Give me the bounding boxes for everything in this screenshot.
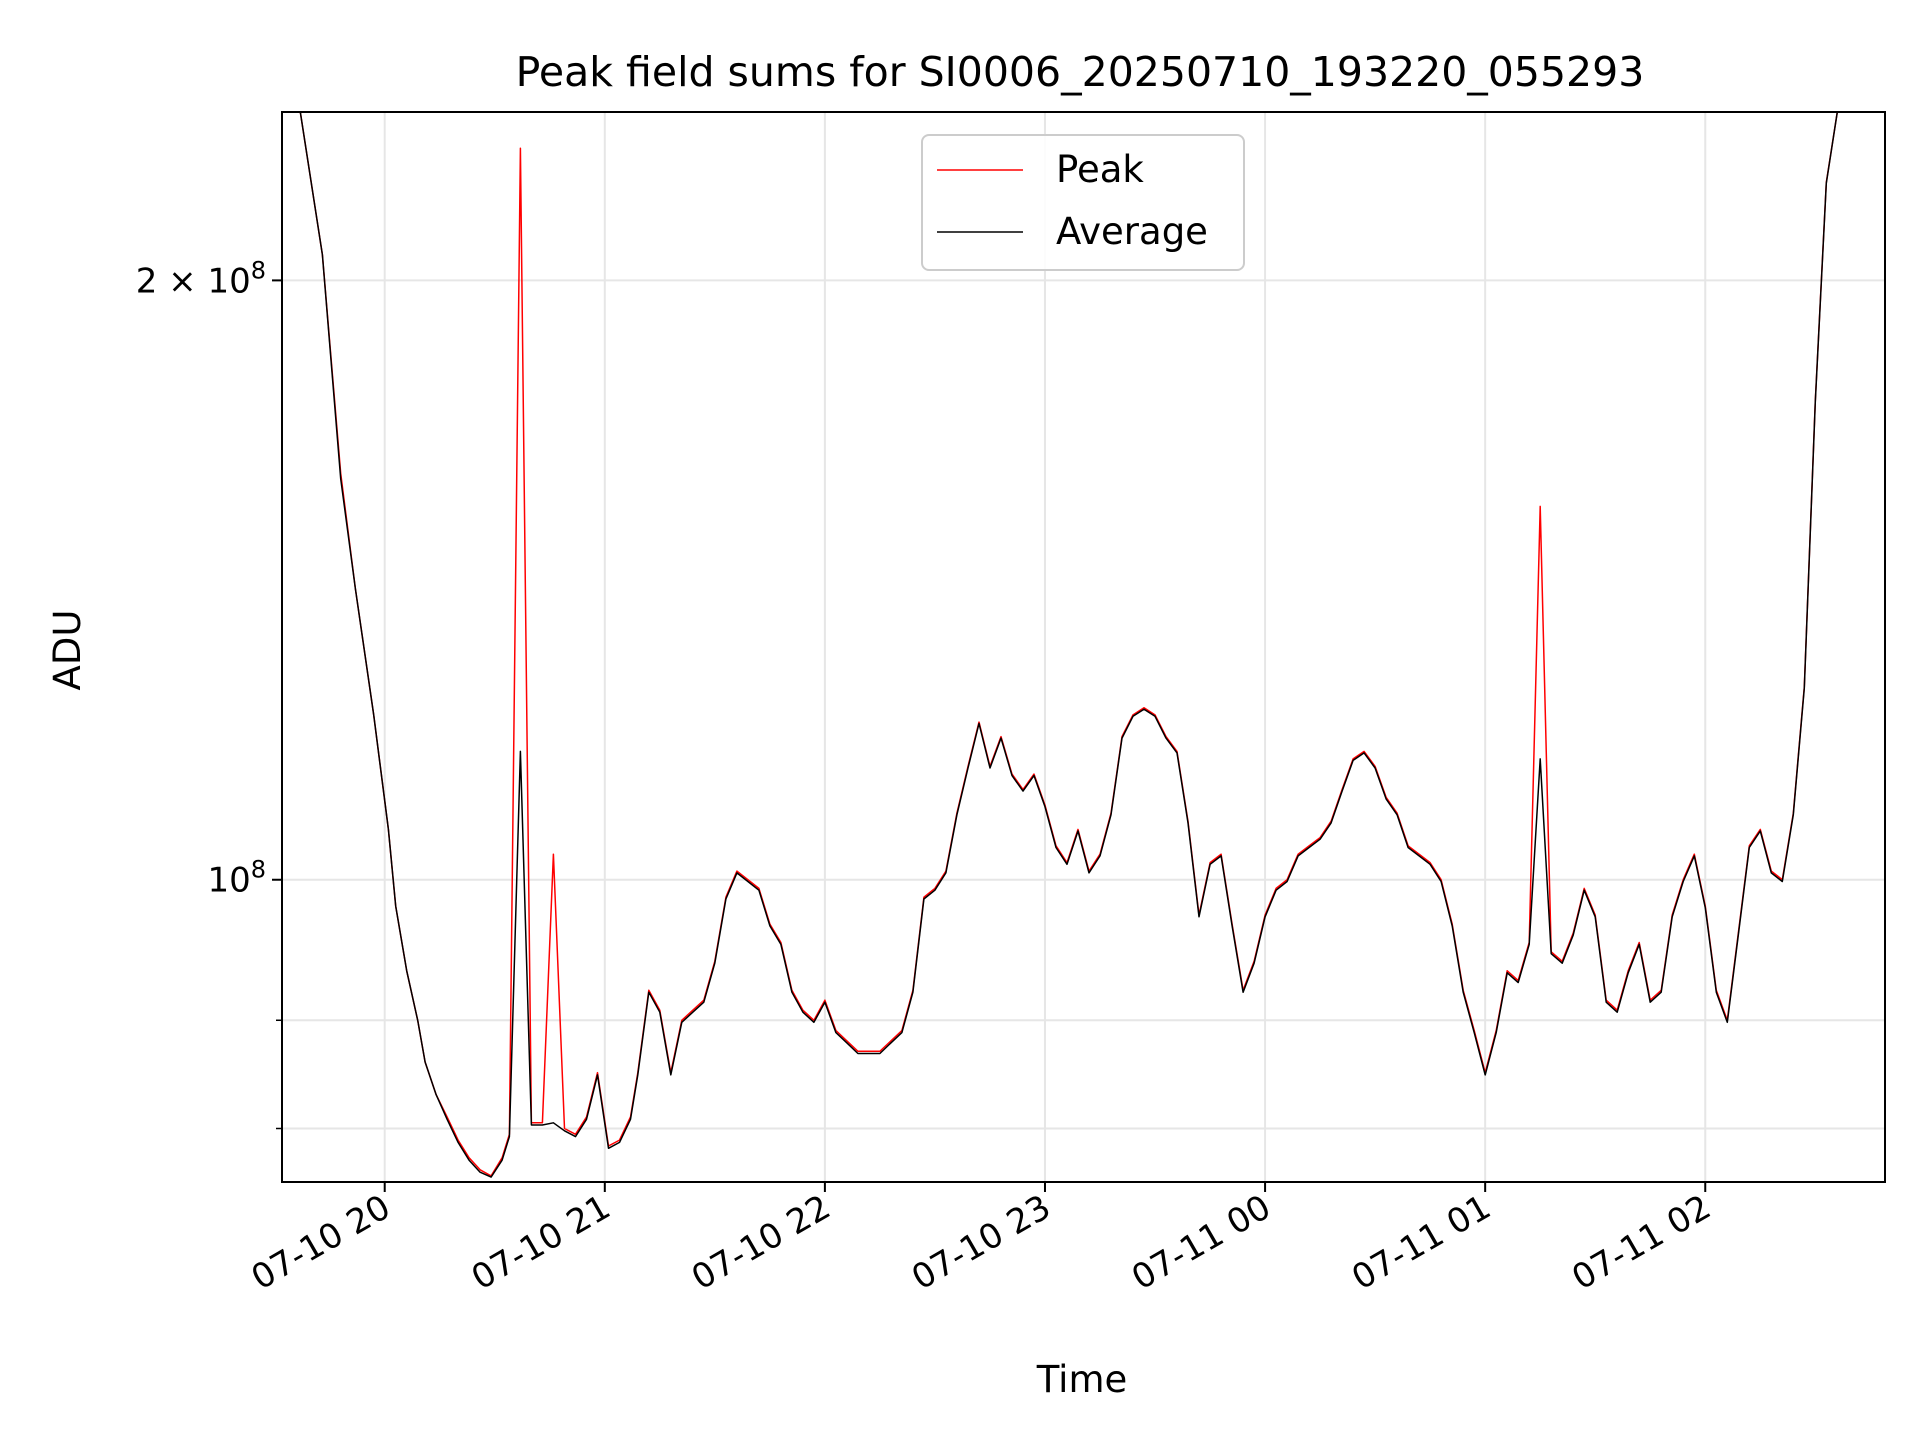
- y-axis-ticks: 108 2 × 108: [136, 256, 282, 1130]
- y-tick-label: 2 × 108: [136, 256, 266, 301]
- plot-lines: [299, 111, 1849, 1178]
- x-axis-label: Time: [1036, 1358, 1128, 1401]
- chart-title: Peak field sums for SI0006_20250710_1932…: [516, 48, 1645, 96]
- legend-average-label: Average: [1056, 210, 1208, 253]
- grid: [282, 112, 1885, 1182]
- legend-box: [921, 134, 1245, 271]
- y-axis-label: ADU: [46, 610, 89, 691]
- plot-frame: [281, 111, 1886, 1183]
- series-average-line: [299, 111, 1849, 1178]
- legend: Peak Average: [921, 134, 1245, 271]
- legend-peak-label: Peak: [1056, 148, 1144, 191]
- y-tick-label: 108: [207, 856, 266, 901]
